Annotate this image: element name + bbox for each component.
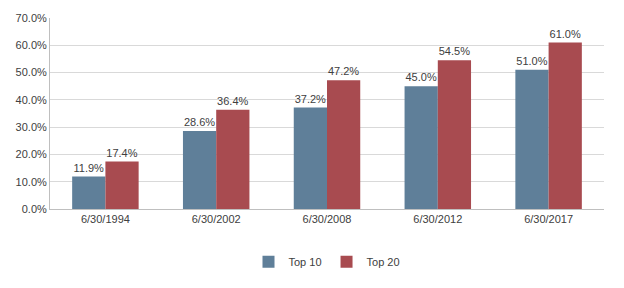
svg-text:Top 20: Top 20 <box>367 256 400 268</box>
svg-text:30.0%: 30.0% <box>16 121 47 133</box>
svg-text:50.0%: 50.0% <box>16 66 47 78</box>
svg-text:36.4%: 36.4% <box>217 95 248 107</box>
svg-text:17.4%: 17.4% <box>106 147 137 159</box>
svg-text:60.0%: 60.0% <box>16 39 47 51</box>
svg-text:51.0%: 51.0% <box>516 55 547 67</box>
svg-text:70.0%: 70.0% <box>16 12 47 24</box>
svg-text:54.5%: 54.5% <box>439 45 470 57</box>
svg-text:6/30/2002: 6/30/2002 <box>192 213 241 225</box>
svg-text:47.2%: 47.2% <box>328 65 359 77</box>
svg-text:28.6%: 28.6% <box>184 116 215 128</box>
svg-text:45.0%: 45.0% <box>405 71 436 83</box>
svg-text:20.0%: 20.0% <box>16 148 47 160</box>
svg-text:37.2%: 37.2% <box>295 93 326 105</box>
svg-text:Top 10: Top 10 <box>289 256 322 268</box>
svg-text:40.0%: 40.0% <box>16 94 47 106</box>
svg-text:11.9%: 11.9% <box>73 162 104 174</box>
svg-text:6/30/2012: 6/30/2012 <box>413 213 462 225</box>
svg-text:10.0%: 10.0% <box>16 176 47 188</box>
svg-text:6/30/2008: 6/30/2008 <box>303 213 352 225</box>
svg-text:6/30/2017: 6/30/2017 <box>524 213 573 225</box>
svg-text:6/30/1994: 6/30/1994 <box>81 213 130 225</box>
svg-text:61.0%: 61.0% <box>550 28 581 40</box>
svg-text:0.0%: 0.0% <box>22 203 47 215</box>
